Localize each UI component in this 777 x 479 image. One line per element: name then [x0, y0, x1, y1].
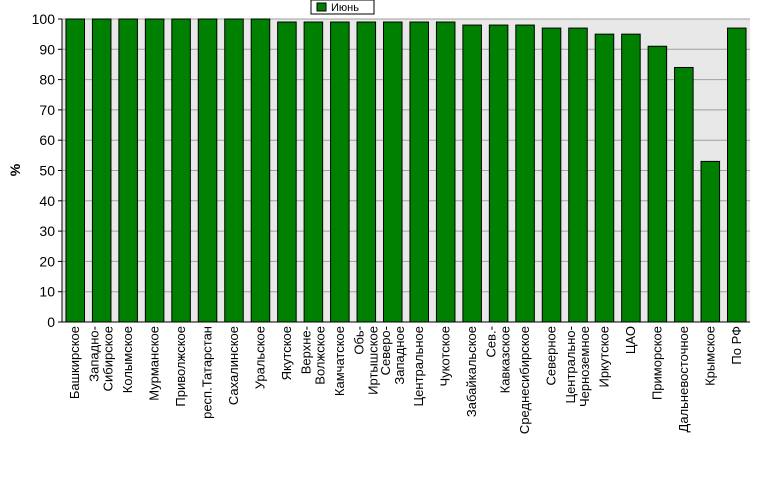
bar: [303, 21, 324, 323]
y-tick-label: 10: [39, 284, 55, 300]
bar: [91, 18, 112, 323]
x-tick-label: Дальневосточное: [676, 326, 691, 432]
bar: [674, 66, 694, 323]
x-tick-label: Сахалинское: [226, 326, 241, 405]
x-tick-label: Северное: [544, 326, 559, 385]
bar: [462, 24, 482, 323]
x-tick-label: Чукотское: [438, 326, 453, 387]
legend-label: Июнь: [331, 2, 359, 14]
x-axis-labels: Башкирское Западно- Сибирское Колымское Мурм…: [67, 326, 744, 434]
y-axis-title: %: [7, 163, 23, 176]
bar: [568, 27, 588, 323]
x-tick-label: Башкирское: [67, 326, 82, 399]
x-tick-label: Центральное: [411, 326, 426, 406]
y-tick-label: 70: [39, 102, 55, 118]
bar: [647, 45, 668, 323]
x-tick-label: Камчатское: [332, 326, 347, 396]
x-tick-label: Колымское: [120, 326, 135, 393]
bar: [541, 27, 562, 323]
bar: [409, 21, 429, 323]
bar: [65, 18, 85, 323]
x-tick-label: Мурманское: [147, 326, 162, 401]
y-tick-label: 60: [39, 132, 55, 148]
bar: [197, 18, 218, 323]
bar: [144, 18, 165, 323]
x-tick-label: Забайкальское: [464, 326, 479, 417]
x-tick-label: Сев.-: [484, 326, 499, 357]
bar: [488, 24, 509, 323]
x-tick-label: По РФ: [729, 326, 744, 365]
x-tick-label: Иртышское: [365, 326, 380, 395]
y-tick-label: 30: [39, 223, 55, 239]
bars: [65, 18, 747, 323]
x-tick-label: Западно-: [87, 326, 102, 382]
x-tick-label: Волжское: [312, 326, 327, 385]
x-tick-label: Среднесибирское: [517, 326, 532, 434]
bar: [277, 21, 297, 323]
bar: [727, 27, 747, 323]
x-tick-label: Крымское: [702, 326, 717, 386]
legend-swatch: [316, 2, 327, 12]
bar: [435, 21, 456, 323]
y-tick-label: 100: [32, 11, 56, 27]
x-tick-label: Верхне-: [298, 326, 313, 374]
bar: [621, 33, 641, 323]
x-tick-label: Уральское: [252, 326, 267, 389]
bar: [594, 33, 615, 323]
bar: [356, 21, 377, 323]
bar: [330, 21, 350, 323]
legend-box: [310, 0, 375, 15]
bar: [224, 18, 244, 323]
y-tick-label: 80: [39, 72, 55, 88]
x-tick-label: респ.Татарстан: [200, 326, 215, 419]
bar: [700, 160, 721, 323]
x-tick-label: ЦАО: [623, 326, 638, 354]
bar: [515, 24, 535, 323]
x-tick-label: Кавказское: [498, 326, 513, 393]
x-tick-label: Западное: [392, 326, 407, 385]
x-tick-label: Иркутское: [596, 326, 611, 388]
bar: [118, 18, 138, 323]
legend: Июнь: [310, 0, 375, 15]
x-tick-label: Обь-: [351, 326, 366, 355]
x-tick-label: Северо-: [378, 326, 393, 375]
x-tick-label: Приморское: [649, 326, 664, 400]
y-axis-ticks: 0 10 20 30 40 50 60 70 80 90 100: [32, 11, 62, 330]
x-tick-label: Сибирское: [101, 326, 116, 391]
y-tick-label: 90: [39, 41, 55, 57]
x-tick-label: Якутское: [279, 326, 294, 380]
x-tick-label: Черноземное: [577, 326, 592, 407]
x-tick-label: Центрально-: [563, 326, 578, 404]
y-tick-label: 40: [39, 193, 55, 209]
y-tick-label: 0: [47, 314, 55, 330]
bar: [383, 21, 403, 323]
y-tick-label: 50: [39, 163, 55, 179]
bar: [250, 18, 271, 323]
bar: [171, 18, 191, 323]
x-tick-label: Приволжское: [173, 326, 188, 407]
y-tick-label: 20: [39, 253, 55, 269]
